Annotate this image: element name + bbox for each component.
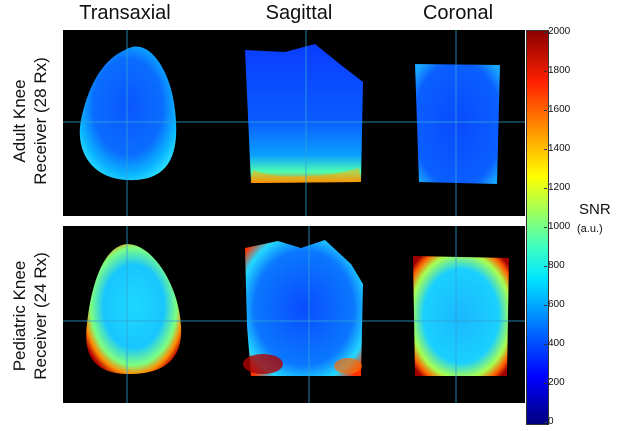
- colorbar-tick-400: 400: [544, 338, 565, 349]
- row-label-adult-line1: Adult Knee: [10, 79, 29, 163]
- colorbar-tick-1800: 1800: [543, 65, 571, 76]
- colorbar-tick-600: 600: [544, 299, 565, 310]
- colorbar-tick-1200: 1200: [543, 182, 571, 193]
- colorbar-tick-1400: 1400: [543, 143, 571, 154]
- colorbar-tick-800: 800: [544, 260, 565, 271]
- snr-colorbar: [526, 30, 549, 425]
- adult-sagittal-map: [245, 44, 363, 183]
- pediatric-snr-panel: [63, 226, 525, 403]
- pediatric-sagittal-map: [245, 240, 363, 376]
- colorbar-tick-0: 0: [544, 416, 554, 427]
- pediatric-transaxial-map: [86, 244, 182, 374]
- column-title-coronal: Coronal: [422, 2, 494, 24]
- row-label-adult: Adult Knee Receiver (28 Rx): [9, 26, 51, 216]
- pediatric-snr-maps: [63, 226, 525, 403]
- adult-coronal-map: [415, 64, 500, 184]
- adult-transaxial-map: [79, 46, 177, 181]
- row-label-pediatric-line1: Pediatric Knee: [10, 260, 29, 372]
- colorbar-tick-2000: 2000: [543, 26, 571, 37]
- adult-snr-maps: [63, 30, 525, 216]
- column-title-sagittal: Sagittal: [265, 2, 333, 24]
- colorbar-tick-1600: 1600: [543, 104, 571, 115]
- pediatric-coronal-map: [413, 256, 509, 376]
- row-label-adult-line2: Receiver (28 Rx): [31, 57, 50, 185]
- colorbar-tick-200: 200: [544, 377, 565, 388]
- row-label-pediatric-line2: Receiver (24 Rx): [31, 252, 50, 380]
- colorbar-tick-1000: 1000: [543, 221, 571, 232]
- colorbar-unit: (a.u.): [577, 223, 603, 235]
- column-title-transaxial: Transaxial: [79, 2, 171, 24]
- colorbar-label: SNR: [579, 201, 611, 218]
- adult-snr-panel: [63, 30, 525, 216]
- row-label-pediatric: Pediatric Knee Receiver (24 Rx): [9, 221, 51, 411]
- snr-colorbar-gradient: [526, 30, 549, 425]
